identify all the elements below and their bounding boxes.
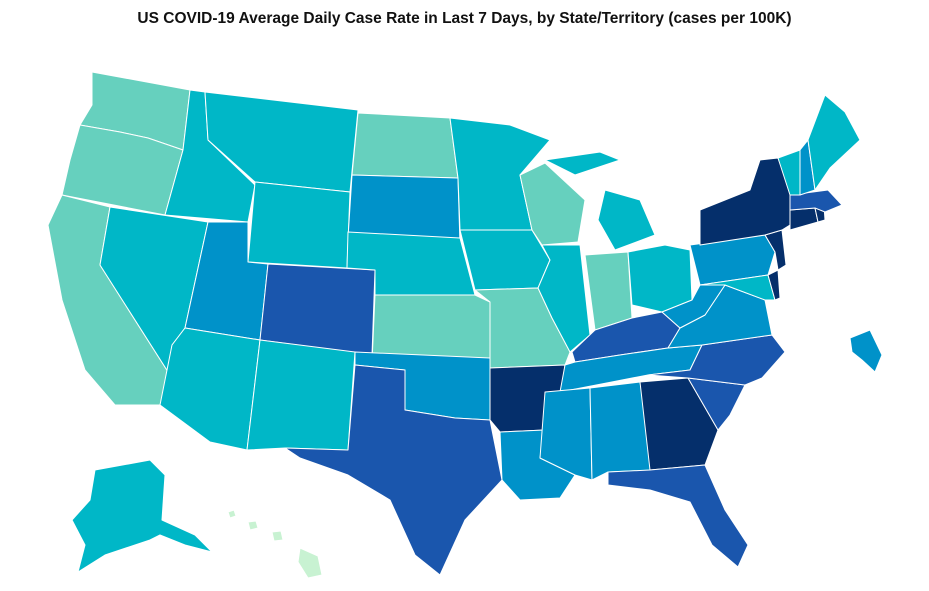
state-MD[interactable] — [699, 274, 776, 301]
territory-PR[interactable] — [849, 329, 883, 373]
state-CT[interactable] — [789, 207, 819, 231]
state-ME[interactable] — [807, 94, 861, 191]
state-AK[interactable] — [71, 459, 213, 573]
state-ND[interactable] — [351, 112, 459, 179]
state-IL[interactable] — [537, 244, 591, 353]
state-NC[interactable] — [647, 334, 786, 386]
state-HI[interactable] — [227, 509, 323, 579]
state-MA[interactable] — [789, 189, 843, 213]
state-CO[interactable] — [259, 263, 376, 356]
state-WI[interactable] — [519, 162, 586, 246]
state-OH[interactable] — [627, 244, 693, 313]
state-IN[interactable] — [584, 251, 633, 331]
map-title: US COVID-19 Average Daily Case Rate in L… — [137, 10, 792, 27]
state-NY[interactable] — [699, 157, 791, 246]
state-MI[interactable] — [544, 151, 656, 251]
state-FL[interactable] — [607, 464, 749, 568]
state-WY[interactable] — [247, 181, 351, 269]
state-DE[interactable] — [767, 269, 781, 301]
state-TX[interactable] — [284, 364, 503, 576]
state-GA[interactable] — [639, 377, 719, 471]
state-AZ[interactable] — [159, 327, 261, 451]
state-MS[interactable] — [539, 387, 593, 481]
state-IA[interactable] — [459, 229, 551, 291]
state-NM[interactable] — [246, 339, 356, 451]
